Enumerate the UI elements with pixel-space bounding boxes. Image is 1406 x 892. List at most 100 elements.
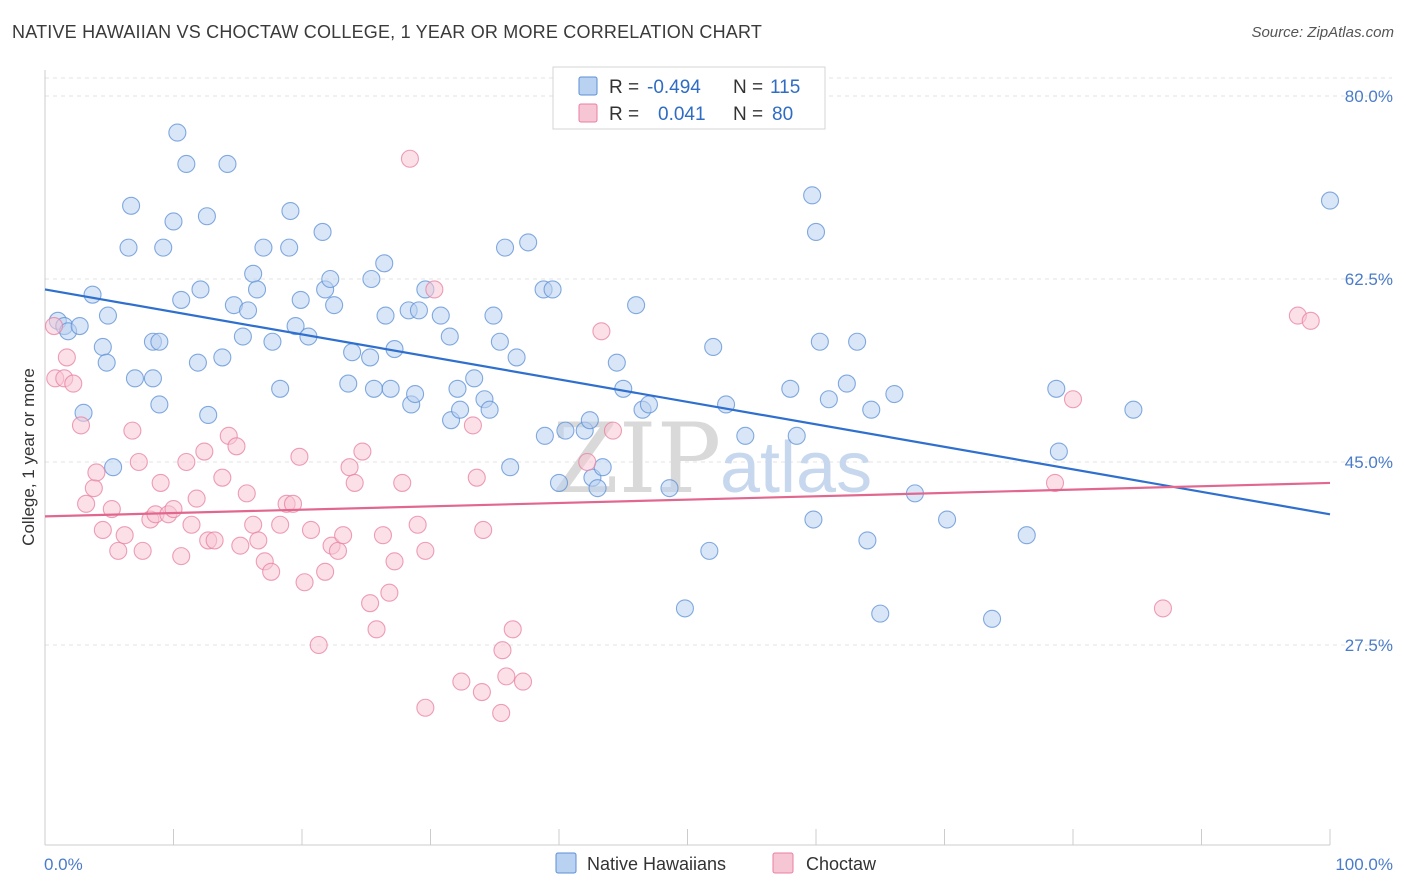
point-choctaw bbox=[400, 149, 419, 168]
point-choctaw bbox=[1063, 390, 1083, 409]
legend-swatch-native-hawaiians bbox=[578, 76, 598, 96]
trendline-choctaw bbox=[44, 481, 1331, 518]
point-native-hawaiian bbox=[535, 426, 554, 445]
point-native-hawaiian bbox=[406, 384, 425, 404]
point-choctaw bbox=[177, 452, 196, 472]
point-choctaw bbox=[463, 416, 482, 435]
point-native-hawaiian bbox=[639, 395, 659, 414]
point-choctaw bbox=[309, 635, 328, 655]
point-choctaw bbox=[345, 473, 364, 492]
point-native-hawaiian bbox=[982, 609, 1002, 628]
point-choctaw bbox=[1301, 311, 1320, 330]
point-native-hawaiian bbox=[281, 201, 300, 221]
point-choctaw bbox=[467, 468, 486, 487]
point-native-hawaiian bbox=[244, 264, 263, 283]
y-axis-label: College, 1 year or more bbox=[19, 368, 38, 546]
point-native-hawaiian bbox=[484, 306, 503, 325]
point-choctaw bbox=[164, 500, 183, 519]
x-tick-label: 0.0% bbox=[44, 855, 83, 874]
trendline-native-hawaiians bbox=[44, 288, 1331, 516]
point-choctaw bbox=[380, 583, 399, 602]
point-native-hawaiian bbox=[593, 458, 612, 477]
point-native-hawaiian bbox=[409, 301, 428, 320]
point-native-hawaiian bbox=[556, 421, 575, 440]
point-native-hawaiian bbox=[83, 285, 102, 304]
point-native-hawaiian bbox=[1124, 400, 1143, 419]
point-native-hawaiian bbox=[431, 306, 450, 325]
point-choctaw bbox=[71, 416, 91, 435]
point-native-hawaiian bbox=[218, 154, 237, 174]
point-native-hawaiian bbox=[197, 207, 216, 226]
point-native-hawaiian bbox=[588, 479, 607, 498]
point-choctaw bbox=[109, 541, 128, 560]
point-native-hawaiian bbox=[364, 379, 384, 398]
point-native-hawaiian bbox=[150, 395, 169, 414]
point-choctaw bbox=[361, 594, 380, 613]
point-native-hawaiian bbox=[580, 411, 599, 430]
point-native-hawaiian bbox=[177, 154, 196, 174]
point-native-hawaiian bbox=[627, 296, 646, 315]
point-native-hawaiian bbox=[837, 374, 856, 393]
point-choctaw bbox=[472, 683, 491, 702]
point-native-hawaiian bbox=[607, 353, 626, 372]
point-native-hawaiian bbox=[490, 332, 509, 351]
axes bbox=[44, 70, 1331, 846]
point-choctaw bbox=[93, 520, 112, 540]
point-choctaw bbox=[385, 552, 404, 571]
point-choctaw bbox=[295, 573, 314, 592]
point-native-hawaiian bbox=[848, 332, 867, 351]
legend-r-value: 0.041 bbox=[658, 104, 706, 125]
point-choctaw bbox=[416, 541, 435, 560]
y-tick-label: 27.5% bbox=[1345, 636, 1393, 655]
point-choctaw bbox=[213, 468, 232, 487]
point-native-hawaiian bbox=[97, 353, 116, 372]
point-choctaw bbox=[328, 541, 348, 560]
point-native-hawaiian bbox=[885, 384, 904, 404]
point-native-hawaiian bbox=[263, 332, 282, 351]
point-native-hawaiian bbox=[1049, 442, 1068, 461]
point-choctaw bbox=[151, 473, 170, 492]
point-native-hawaiian bbox=[736, 426, 755, 445]
point-native-hawaiian bbox=[862, 400, 881, 419]
point-native-hawaiian bbox=[164, 212, 183, 231]
point-choctaw bbox=[249, 531, 268, 550]
point-choctaw bbox=[513, 672, 533, 691]
point-choctaw bbox=[474, 520, 493, 540]
point-choctaw bbox=[425, 280, 444, 299]
point-choctaw bbox=[408, 515, 427, 534]
points bbox=[44, 123, 1340, 723]
point-native-hawaiian bbox=[321, 269, 340, 289]
point-native-hawaiian bbox=[451, 400, 470, 419]
point-choctaw bbox=[84, 479, 103, 498]
point-native-hawaiian bbox=[440, 327, 459, 346]
point-choctaw bbox=[271, 515, 290, 534]
point-native-hawaiian bbox=[375, 254, 394, 273]
point-native-hawaiian bbox=[480, 400, 499, 419]
point-native-hawaiian bbox=[804, 510, 823, 529]
x-tick-label: 100.0% bbox=[1335, 855, 1393, 874]
point-native-hawaiian bbox=[448, 379, 467, 398]
point-choctaw bbox=[353, 442, 372, 461]
point-native-hawaiian bbox=[339, 374, 358, 393]
y-tick-label: 45.0% bbox=[1345, 453, 1393, 472]
point-native-hawaiian bbox=[199, 405, 218, 424]
legend-swatch-choctaw bbox=[772, 852, 794, 874]
legend-n-label: N = bbox=[733, 77, 763, 98]
legend-box bbox=[552, 66, 826, 130]
point-native-hawaiian bbox=[704, 337, 723, 357]
y-tick-label: 80.0% bbox=[1345, 87, 1393, 106]
point-native-hawaiian bbox=[361, 348, 380, 367]
point-native-hawaiian bbox=[343, 343, 362, 362]
point-choctaw bbox=[64, 374, 83, 393]
legend-label-choctaw: Choctaw bbox=[806, 854, 877, 874]
point-choctaw bbox=[87, 463, 106, 482]
point-native-hawaiian bbox=[519, 233, 538, 252]
series-legend: Native Hawaiians Choctaw bbox=[555, 852, 877, 874]
point-native-hawaiian bbox=[675, 599, 694, 618]
legend-n-label: N = bbox=[733, 104, 763, 125]
point-choctaw bbox=[1045, 473, 1065, 492]
point-choctaw bbox=[205, 531, 224, 550]
point-choctaw bbox=[195, 442, 214, 461]
point-choctaw bbox=[182, 515, 201, 534]
